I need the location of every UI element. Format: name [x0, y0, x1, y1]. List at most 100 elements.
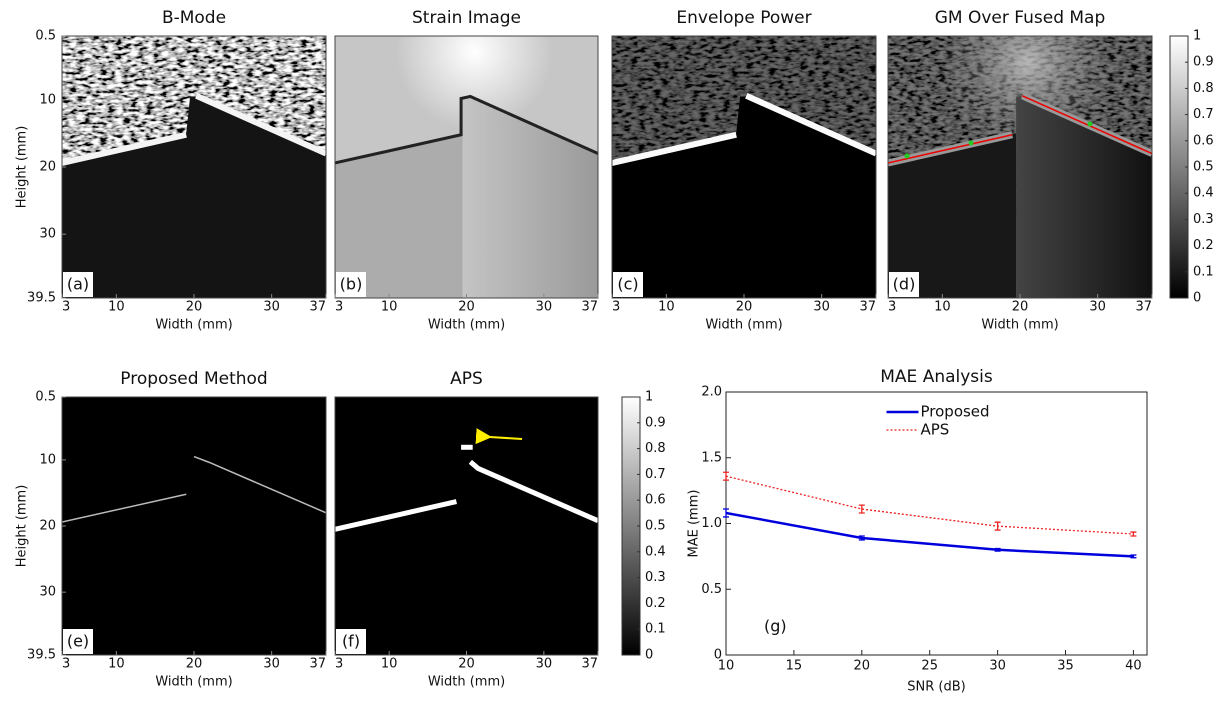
image-b [335, 36, 598, 298]
colorbar-tick-label: 1 [1193, 29, 1201, 44]
y-tick-label: 0.5 [701, 582, 722, 597]
colorbar-tick-label: 0.8 [645, 441, 666, 456]
error-bar [723, 508, 729, 518]
image-e [62, 397, 326, 655]
y-tick-label: 0 [714, 648, 722, 663]
x-tick-label: 3 [62, 300, 70, 315]
colorbar-tick-label: 0.2 [645, 596, 666, 611]
panel-title: APS [450, 369, 483, 389]
x-tick-label: 30 [813, 300, 830, 315]
error-bar [994, 521, 1001, 531]
legend-label: APS [921, 421, 950, 439]
x-tick-label: 37 [859, 300, 876, 315]
x-tick-label: 40 [1125, 659, 1142, 674]
annotation: (g) [764, 617, 787, 636]
x-tick-label: 30 [1089, 300, 1106, 315]
x-tick-label: 30 [536, 657, 553, 672]
x-tick-label: 10 [108, 300, 125, 315]
colorbar-tick-label: 0.4 [645, 544, 666, 559]
legend-label: Proposed [921, 403, 990, 421]
x-axis-label: Width (mm) [428, 675, 505, 690]
x-tick-label: 3 [335, 300, 343, 315]
colorbar-tick-label: 0.7 [645, 467, 666, 482]
panel-label: (e) [67, 632, 89, 651]
x-tick-label: 10 [658, 300, 675, 315]
y-tick-label: 30 [39, 585, 56, 600]
y-tick-label: 30 [39, 227, 56, 242]
x-axis-label: Width (mm) [705, 318, 782, 333]
y-tick-label: 0.5 [35, 29, 56, 44]
colorbar-tick-label: 0.8 [1193, 81, 1214, 96]
x-axis-label: Width (mm) [155, 675, 232, 690]
panel-label-box [336, 629, 366, 654]
panel-title: Strain Image [412, 8, 521, 28]
x-tick-label: 37 [581, 300, 598, 315]
x-tick-label: 20 [458, 300, 475, 315]
panel-label: (a) [67, 275, 89, 294]
x-tick-label: 20 [1012, 300, 1029, 315]
y-axis-label: MAE (mm) [687, 490, 702, 558]
x-tick-label: 30 [536, 300, 553, 315]
error-bar [994, 547, 1001, 552]
y-tick-label: 10 [39, 92, 56, 107]
colorbar-tick-label: 0.4 [1193, 186, 1214, 201]
plot-area [725, 391, 1148, 656]
colorbar-tick-label: 0 [1193, 291, 1201, 306]
colorbar-tick-label: 0.3 [645, 570, 666, 585]
error-bar [1130, 554, 1137, 559]
x-tick-label: 10 [718, 659, 735, 674]
x-tick-label: 3 [612, 300, 620, 315]
panel-label: (b) [340, 275, 363, 294]
series-line [725, 475, 1134, 535]
image-a [62, 96, 326, 298]
x-tick-label: 20 [186, 657, 203, 672]
x-axis-label: Width (mm) [428, 318, 505, 333]
error-bar [858, 504, 865, 514]
x-tick-label: 10 [934, 300, 951, 315]
x-tick-label: 30 [263, 300, 280, 315]
panel-label: (d) [893, 275, 916, 294]
y-tick-label: 1.5 [701, 450, 722, 465]
x-tick-label: 3 [62, 657, 70, 672]
x-tick-label: 37 [581, 657, 598, 672]
image-f [335, 397, 598, 655]
colorbar-tick-label: 0.7 [1193, 107, 1214, 122]
y-tick-label: 39.5 [27, 291, 56, 306]
x-tick-label: 25 [921, 659, 938, 674]
y-tick-label: 10 [39, 452, 56, 467]
y-tick-label: 20 [39, 160, 56, 175]
y-tick-label: 1.0 [701, 516, 722, 531]
y-tick-label: 0.5 [35, 390, 56, 405]
marker [968, 140, 974, 146]
x-tick-label: 37 [1135, 300, 1152, 315]
series-line [725, 511, 1134, 558]
panel-title: GM Over Fused Map [935, 8, 1106, 28]
panel-label-box [613, 272, 643, 297]
x-tick-label: 20 [854, 659, 871, 674]
colorbar-tick-label: 0.3 [1193, 212, 1214, 227]
panel-label: (c) [617, 275, 638, 294]
x-axis-label: SNR (dB) [907, 680, 965, 695]
x-tick-label: 37 [309, 657, 326, 672]
panel-label-box [63, 629, 93, 654]
y-tick-label: 2.0 [701, 385, 722, 400]
error-bar [723, 471, 729, 481]
x-tick-label: 10 [108, 657, 125, 672]
panel-label: (f) [342, 632, 360, 651]
x-tick-label: 30 [989, 659, 1006, 674]
x-tick-label: 35 [1057, 659, 1074, 674]
arrow [475, 428, 523, 445]
colorbar-tick-label: 1 [645, 390, 653, 405]
panel-label-box [336, 272, 366, 297]
colorbar-tick-label: 0.1 [1193, 264, 1214, 279]
x-tick-label: 20 [736, 300, 753, 315]
x-tick-label: 3 [888, 300, 896, 315]
image-c [612, 36, 876, 298]
panel-label-box [63, 272, 93, 297]
x-tick-label: 10 [381, 657, 398, 672]
marker [1087, 121, 1093, 127]
image-d [888, 36, 1152, 298]
error-bar [858, 535, 865, 541]
chart-title: MAE Analysis [880, 367, 993, 387]
